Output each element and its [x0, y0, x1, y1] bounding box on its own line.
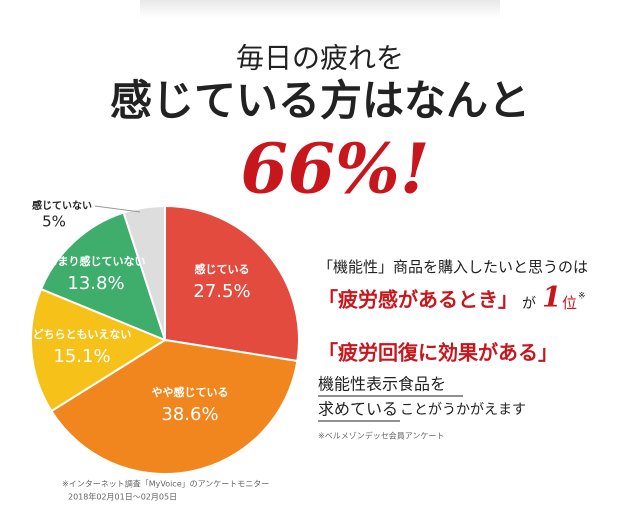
headline-2: 感じている方はなんと: [110, 76, 530, 125]
chart-note: ※インターネット調査「MyVoice」のアンケートモニター: [62, 479, 269, 489]
chart-note: 2018年02月01日～02月05日: [68, 492, 177, 502]
leader-line: [94, 205, 141, 213]
message-3: 「疲労回復に効果がある」: [318, 341, 558, 365]
slice-label: 感じていない: [32, 199, 92, 212]
pie-slice: [164, 204, 300, 363]
message-rank-unit: 位: [562, 294, 577, 312]
message-1: 「機能性」商品を購入したいと思うのは: [318, 258, 588, 276]
message-particle: が: [522, 296, 536, 312]
slice-value: 38.6%: [161, 404, 218, 425]
slice-value: 27.5%: [193, 281, 250, 302]
message-quote: 「疲労感があるとき」: [318, 288, 518, 312]
slice-label: 感じている: [195, 262, 250, 276]
message-5b: ことがうかがえます: [400, 402, 526, 418]
pie-slice: [122, 204, 166, 341]
message-note: ※ベルメゾンデッセ会員アンケート: [318, 431, 444, 441]
headline-1: 毎日の疲れを: [236, 42, 404, 75]
headline-percent: 66%!: [240, 130, 429, 210]
slice-value: 15.1%: [53, 346, 110, 367]
slice-label: どちらともいえない: [33, 328, 132, 341]
pie-slice: [30, 287, 168, 413]
slice-label: やや感じている: [152, 385, 229, 399]
pie-slice: [39, 211, 167, 342]
message-5a: 求めている: [318, 400, 398, 419]
message-mark: ※: [578, 292, 586, 302]
top-shade: [140, 0, 500, 18]
slice-value: 13.8%: [67, 273, 124, 294]
message-4: 機能性表示食品を: [318, 375, 446, 394]
message-rank: 1: [542, 281, 561, 314]
slice-value: 5%: [42, 213, 66, 231]
slice-label: あまり感じていない: [47, 254, 146, 268]
